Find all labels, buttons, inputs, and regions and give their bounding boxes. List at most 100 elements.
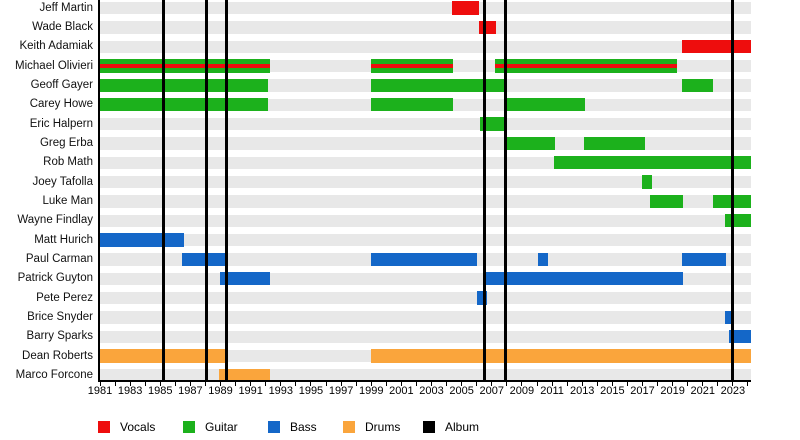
timeline-bar — [219, 272, 271, 286]
member-name: Barry Sparks — [26, 330, 93, 343]
timeline-bar — [479, 117, 506, 131]
timeline-bar — [494, 59, 678, 73]
timeline-bar — [553, 156, 751, 170]
axis-tick — [657, 382, 659, 386]
timeline-bar — [371, 349, 751, 363]
album-marker-line — [503, 0, 507, 381]
axis-tick — [626, 382, 628, 386]
member-name: Carey Howe — [29, 98, 93, 111]
member-name: Geoff Gayer — [30, 79, 93, 92]
axis-tick — [506, 382, 508, 386]
axis-tick — [566, 382, 568, 386]
plot-left-border — [97, 0, 100, 381]
axis-year-label: 2005 — [449, 385, 474, 397]
member-name: Luke Man — [42, 195, 93, 207]
timeline-bar — [537, 252, 548, 267]
row-stripe — [98, 2, 751, 15]
timeline-bar — [100, 78, 269, 93]
axis-tick — [400, 382, 402, 386]
legend-label-album: Album — [445, 420, 480, 434]
axis-year-label: 1997 — [328, 385, 354, 397]
row-stripe — [98, 117, 751, 131]
axis-tick — [581, 382, 583, 386]
axis-tick — [310, 382, 312, 386]
axis-year-label: 1995 — [298, 385, 324, 397]
timeline-bar — [451, 1, 479, 15]
member-name: Eric Halpern — [29, 117, 93, 130]
timeline-bar — [583, 136, 646, 151]
row-stripe — [98, 137, 751, 150]
axis-tick — [702, 382, 704, 386]
member-name: Paul Carman — [25, 252, 93, 265]
axis-year-label: 2017 — [630, 385, 655, 397]
axis-tick — [174, 382, 176, 386]
album-marker-line — [482, 0, 486, 381]
axis-tick — [265, 382, 267, 386]
axis-tick — [325, 382, 327, 386]
album-marker-line — [731, 0, 735, 381]
axis-year-label: 1999 — [358, 385, 384, 397]
timeline-bar — [219, 368, 271, 383]
member-name: Michael Olivieri — [15, 59, 93, 72]
axis-tick — [235, 382, 237, 386]
axis-tick — [732, 382, 734, 386]
member-name: Jeff Martin — [39, 1, 93, 14]
axis-tick — [461, 382, 463, 386]
timeline-bar — [505, 98, 586, 112]
axis-year-label: 1981 — [87, 385, 113, 397]
axis-tick — [641, 382, 643, 386]
dual-role-stripe — [371, 64, 453, 69]
timeline-bar — [100, 98, 269, 112]
timeline-bar — [681, 40, 751, 54]
axis-year-label: 2009 — [509, 385, 535, 397]
row-stripe — [98, 175, 751, 189]
row-stripe — [98, 330, 751, 343]
member-name: Marco Forcone — [15, 368, 93, 381]
legend-swatch-drums — [343, 421, 355, 433]
axis-tick — [144, 382, 146, 386]
timeline-bar — [476, 291, 488, 305]
member-name: Brice Snyder — [27, 310, 93, 323]
axis-year-label: 1989 — [208, 385, 233, 397]
axis-tick — [159, 382, 161, 386]
axis-tick — [415, 382, 417, 386]
axis-year-label: 2007 — [479, 385, 505, 397]
axis-tick — [491, 382, 493, 386]
member-name: Matt Hurich — [34, 233, 93, 246]
axis-year-label: 1991 — [238, 385, 263, 397]
timeline-bar — [681, 252, 727, 267]
axis-tick — [250, 382, 252, 386]
member-name: Keith Adamiak — [19, 40, 93, 53]
axis-year-label: 2013 — [569, 385, 595, 397]
member-name: Rob Math — [43, 156, 93, 169]
axis-tick — [536, 382, 538, 386]
timeline-bar — [371, 78, 507, 93]
axis-tick — [596, 382, 598, 386]
legend-swatch-guitar — [183, 421, 195, 433]
member-name: Wade Black — [32, 21, 93, 34]
timeline-bar — [182, 252, 226, 267]
member-name: Joey Tafolla — [32, 175, 93, 188]
timeline-bar — [100, 59, 271, 73]
timeline-bar — [485, 272, 684, 286]
axis-tick — [551, 382, 553, 386]
axis-year-label: 1987 — [178, 385, 203, 397]
axis-tick — [747, 382, 749, 386]
axis-year-label: 2011 — [540, 385, 564, 397]
dual-role-stripe — [100, 64, 271, 69]
timeline-bar — [729, 330, 751, 344]
axis-tick — [611, 382, 613, 386]
member-name: Pete Perez — [36, 291, 93, 304]
row-stripe — [98, 40, 751, 53]
axis-year-label: 2001 — [389, 385, 414, 397]
album-marker-line — [225, 0, 229, 381]
axis-year-label: 1983 — [117, 385, 143, 397]
axis-tick — [521, 382, 523, 386]
timeline-bar — [100, 233, 185, 247]
axis-tick — [717, 382, 719, 386]
axis-tick — [370, 382, 372, 386]
row-stripe — [98, 233, 751, 247]
timeline-bar — [642, 175, 652, 189]
axis-year-label: 1985 — [148, 385, 173, 397]
